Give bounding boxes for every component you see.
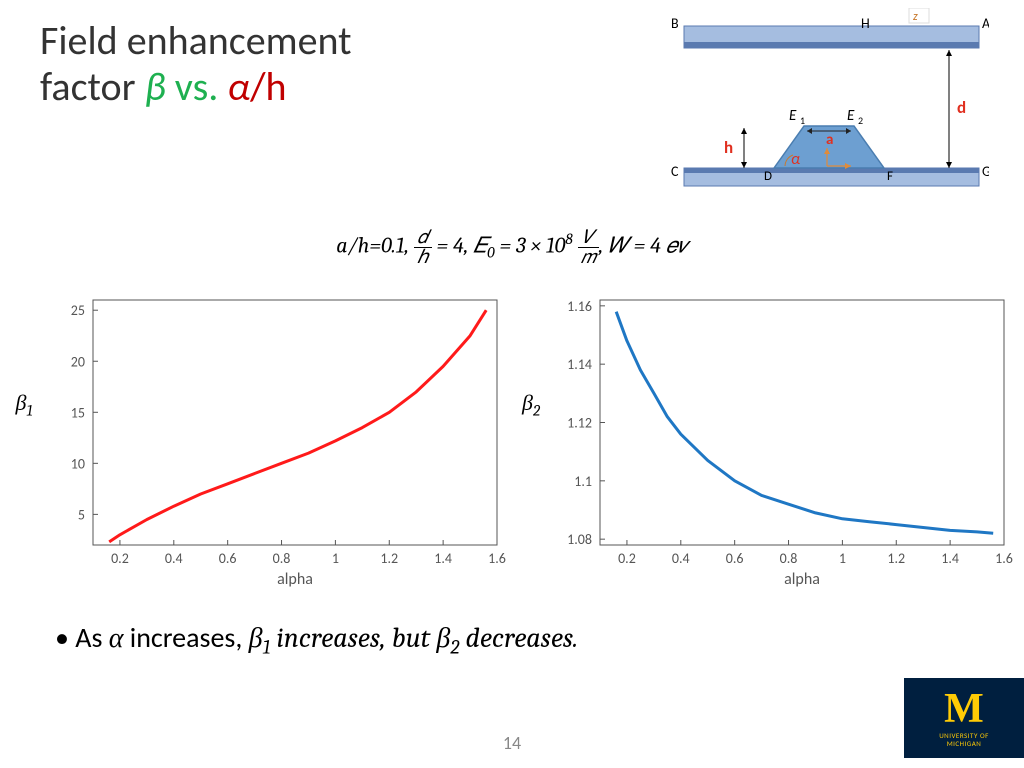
diagram-svg: B H A z C G D F E1 E2 a α: [629, 8, 989, 198]
page-number: 14: [0, 732, 1024, 754]
svg-text:0.4: 0.4: [672, 550, 690, 567]
svg-text:1.12: 1.12: [567, 415, 592, 432]
title-line1: Field enhancement: [40, 16, 352, 65]
svg-text:1: 1: [332, 550, 339, 567]
svg-text:0.8: 0.8: [780, 550, 798, 567]
title-beta: β: [145, 62, 166, 111]
svg-text:d: d: [957, 97, 966, 118]
charts-row: β1 0.20.40.60.811.21.41.6510152025alpha …: [10, 280, 1014, 600]
svg-text:C: C: [671, 163, 679, 180]
svg-text:0.2: 0.2: [618, 550, 636, 567]
chart-beta1: β1 0.2 0.4 0.6 0.8 1 1.2 1.4 1.6 5 10 15 20 25 alpha: [10, 280, 507, 600]
logo-text: UNIVERSITY OFMICHIGAN: [939, 732, 989, 747]
title-factor: factor: [40, 62, 136, 111]
svg-text:15: 15: [71, 404, 85, 421]
svg-text:1.6: 1.6: [995, 550, 1013, 567]
svg-text:1.16: 1.16: [567, 298, 592, 315]
svg-text:0.8: 0.8: [273, 550, 291, 567]
svg-text:z: z: [913, 10, 918, 24]
title-slash-h: /h: [250, 62, 286, 111]
svg-text:1: 1: [800, 114, 805, 127]
svg-text:1: 1: [839, 550, 846, 567]
svg-text:1.08: 1.08: [567, 531, 592, 548]
title-alpha: α: [227, 62, 250, 111]
svg-text:E: E: [789, 107, 797, 125]
svg-text:h: h: [724, 137, 733, 158]
svg-text:G: G: [982, 163, 989, 180]
svg-text:1.2: 1.2: [887, 550, 905, 567]
svg-text:F: F: [887, 169, 893, 184]
svg-text:1.14: 1.14: [567, 356, 592, 373]
parameters-line: a/h=0.1, 𝑑ℎ = 4, 𝐸0 = 3 × 108 𝑉𝑚, 𝑊 = 4 …: [0, 228, 1024, 266]
svg-text:0.6: 0.6: [726, 550, 744, 567]
svg-text:1.6: 1.6: [488, 550, 506, 567]
svg-text:5: 5: [78, 506, 85, 523]
geometry-diagram: B H A z C G D F E1 E2 a α: [629, 8, 989, 198]
svg-text:1.1: 1.1: [574, 473, 592, 490]
svg-text:alpha: alpha: [277, 570, 313, 589]
chart-beta2: β2 0.2 0.4 0.6 0.8 1 1.2 1.4 1.6 1.08 1.1 1.12 1.14…: [517, 280, 1014, 600]
svg-text:10: 10: [71, 455, 85, 472]
svg-text:alpha: alpha: [784, 570, 820, 589]
chart-left-ylabel: β1: [10, 390, 38, 419]
svg-text:1.4: 1.4: [434, 550, 452, 567]
chart-right-ylabel: β2: [517, 390, 545, 419]
svg-text:0.2: 0.2: [111, 550, 129, 567]
svg-text:1.4: 1.4: [941, 550, 959, 567]
svg-text:0.4: 0.4: [165, 550, 183, 567]
title-vs: vs.: [166, 62, 219, 111]
logo-m: M: [944, 688, 984, 730]
svg-text:0.6: 0.6: [219, 550, 237, 567]
svg-text:A: A: [982, 15, 989, 32]
svg-text:1.2: 1.2: [380, 550, 398, 567]
svg-text:2: 2: [858, 114, 863, 127]
svg-text:25: 25: [71, 302, 85, 319]
svg-text:H: H: [861, 15, 870, 32]
bullet-conclusion: • As α increases, β1 increases, but β2 d…: [55, 620, 578, 659]
svg-text:a: a: [826, 131, 833, 149]
svg-text:E: E: [847, 107, 855, 125]
svg-text:20: 20: [71, 353, 85, 370]
svg-text:D: D: [764, 169, 772, 184]
svg-text:B: B: [671, 15, 679, 32]
umich-logo: M UNIVERSITY OFMICHIGAN: [904, 678, 1024, 758]
chart-right-svg: 0.2 0.4 0.6 0.8 1 1.2 1.4 1.6 1.08 1.1 1.12 1.14 1.1…: [550, 290, 1014, 590]
svg-text:α: α: [791, 150, 800, 169]
chart-left-svg: 0.2 0.4 0.6 0.8 1 1.2 1.4 1.6 5 10 15 20 25 alpha: [43, 290, 507, 590]
